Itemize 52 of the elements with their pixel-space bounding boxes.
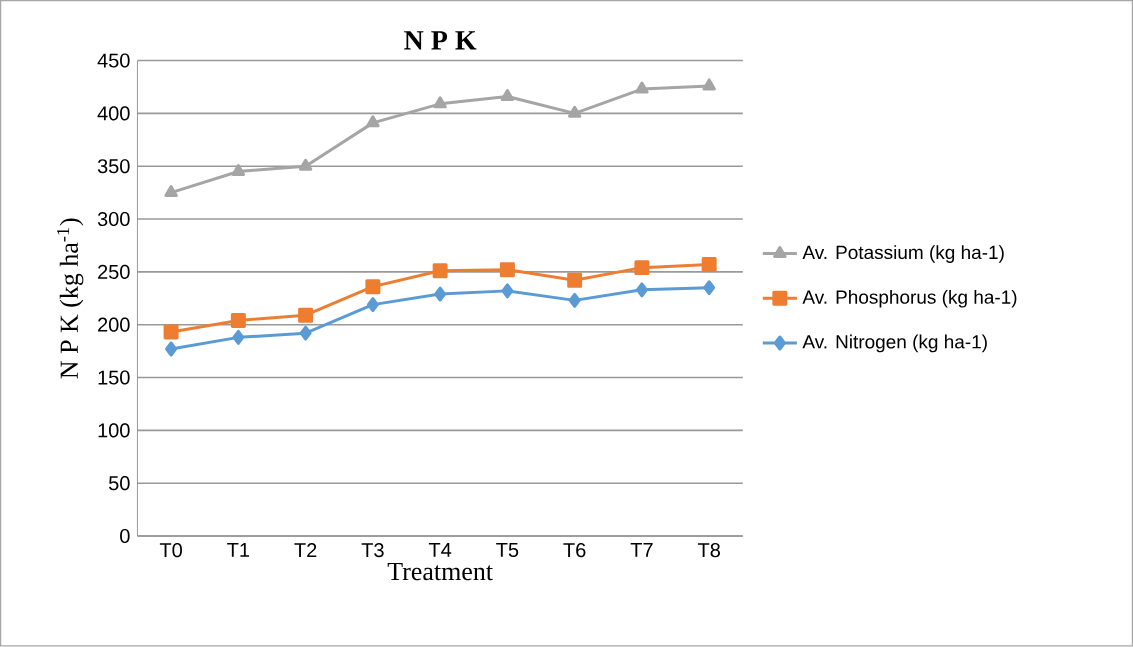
point	[500, 89, 515, 102]
point	[365, 279, 381, 295]
x-tick-label: T3	[361, 543, 384, 558]
x-tick-label: T7	[630, 543, 653, 558]
point	[165, 341, 178, 357]
point	[232, 330, 245, 346]
point	[499, 262, 515, 278]
y-tick-label: 150	[98, 370, 130, 385]
point	[701, 257, 717, 273]
point	[702, 78, 716, 91]
point	[703, 280, 716, 296]
point	[299, 325, 312, 341]
y-tick-label: 0	[120, 529, 130, 544]
y-tick-label: 350	[97, 159, 130, 174]
legend-label: Av. Nitrogen (kg ha-1)	[802, 334, 987, 353]
point	[568, 293, 581, 309]
x-axis-title: Treatment	[387, 563, 493, 581]
point	[298, 307, 314, 323]
point	[433, 96, 447, 109]
chart-title: N P K	[404, 31, 477, 50]
point	[298, 158, 313, 171]
point	[366, 297, 379, 313]
x-tick-label: T8	[697, 543, 720, 558]
legend-label: Av. Potassium (kg ha-1)	[802, 245, 1004, 264]
x-tick-label: T4	[428, 543, 452, 558]
x-tick-label: T5	[496, 543, 519, 558]
x-tick-label: T0	[159, 543, 182, 558]
legend-label: Av. Phosphorus (kg ha-1)	[802, 290, 1017, 308]
point	[366, 115, 380, 128]
y-tick-label: 450	[97, 53, 130, 68]
y-axis-title: N P K (kg ha$^{-1}$)	[57, 218, 84, 379]
x-tick-label: T1	[227, 543, 250, 558]
y-tick-label: 100	[98, 423, 130, 438]
x-tick-label: T2	[294, 543, 317, 558]
y-tick-label: 400	[97, 106, 130, 121]
point	[635, 81, 649, 94]
point	[635, 282, 648, 298]
y-tick-label: 250	[98, 265, 130, 280]
point	[164, 185, 178, 198]
point	[567, 273, 583, 289]
x-tick-label: T6	[563, 543, 586, 558]
point	[501, 283, 514, 299]
point	[434, 286, 447, 302]
point	[230, 313, 246, 329]
point	[231, 164, 246, 177]
point	[567, 106, 582, 119]
y-tick-label: 300	[97, 212, 130, 227]
point	[432, 263, 448, 279]
y-tick-label: 50	[109, 476, 130, 491]
y-tick-label: 200	[98, 317, 130, 332]
point	[163, 324, 179, 340]
point	[634, 260, 650, 276]
